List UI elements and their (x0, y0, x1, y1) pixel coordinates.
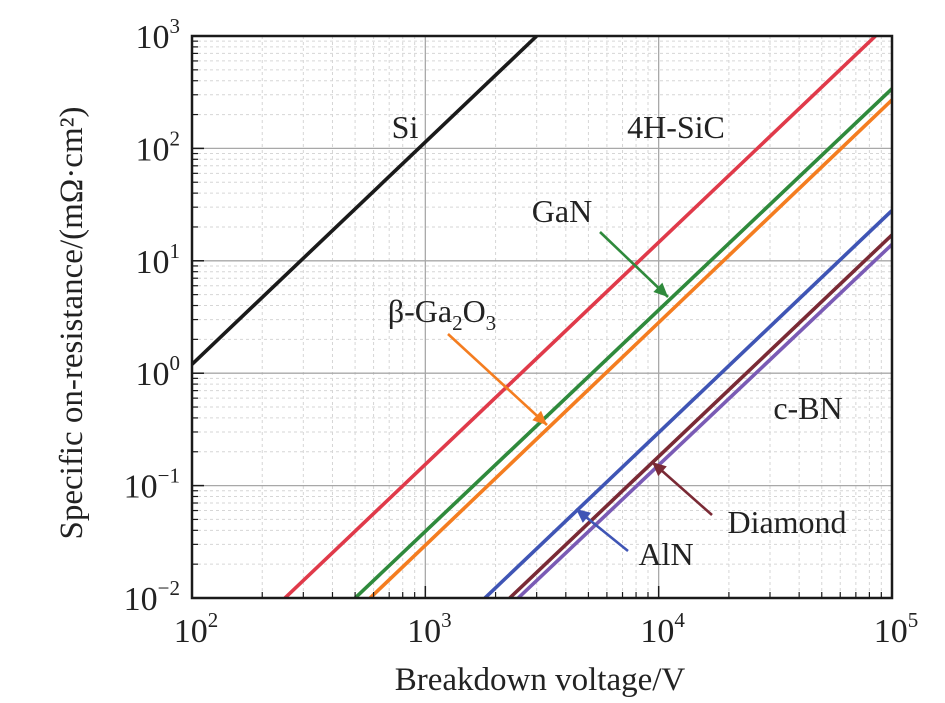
x-tick-label: 103 (407, 608, 452, 650)
y-tick-label: 100 (136, 351, 181, 393)
x-tick-exponent: 3 (441, 608, 452, 632)
y-tick-base: 10 (124, 469, 158, 506)
series-line-diamond (508, 233, 892, 598)
annotation-arrowhead-aln (576, 509, 591, 523)
series-line-c-bn (516, 243, 892, 598)
x-tick-label: 102 (174, 608, 219, 650)
series-label-ga2o3: β-Ga2O3 (388, 293, 496, 335)
series-label-text: Si (392, 109, 419, 145)
series-line-aln (483, 209, 892, 598)
y-tick-base: 10 (124, 581, 158, 618)
x-tick-exponent: 4 (674, 608, 685, 632)
y-tick-base: 10 (136, 244, 170, 281)
y-tick-exponent: −1 (158, 464, 180, 488)
y-tick-exponent: −2 (158, 576, 180, 600)
series-label-text: AlN (638, 536, 693, 572)
y-tick-base: 10 (136, 19, 170, 56)
series-label-text: Diamond (727, 504, 846, 540)
y-tick-label: 102 (136, 126, 181, 168)
x-tick-label: 105 (874, 608, 919, 650)
y-axis-title: Specific on-resistance/(mΩ·cm²) (54, 107, 90, 540)
series-label-text: O (463, 293, 486, 329)
series-label-subscript: 3 (486, 311, 497, 335)
annotation-arrowhead-diamond (652, 462, 667, 477)
series-label-text: β-Ga (388, 293, 452, 329)
x-tick-base: 10 (174, 613, 208, 650)
x-tick-base: 10 (874, 613, 908, 650)
x-tick-base: 10 (407, 613, 441, 650)
x-tick-exponent: 5 (908, 608, 919, 632)
series-label-gan: GaN (532, 193, 592, 229)
y-tick-exponent: 3 (170, 14, 181, 38)
axis-ticks (191, 35, 893, 599)
y-tick-label: 101 (136, 239, 181, 281)
y-tick-exponent: 2 (170, 126, 181, 150)
plot-frame (190, 34, 894, 600)
series-label-text: 4H-SiC (627, 109, 725, 145)
series-label-4h-sic: 4H-SiC (627, 109, 725, 145)
annotation-arrows (447, 231, 713, 553)
series-line-ga2o3 (368, 98, 892, 598)
series-label-subscript: 2 (452, 311, 463, 335)
x-tick-base: 10 (640, 613, 674, 650)
annotation-arrowhead-ga2o3 (532, 410, 547, 425)
y-tick-label: 10−2 (124, 576, 180, 618)
y-tick-label: 10−1 (124, 464, 180, 506)
series-lines (192, 36, 892, 598)
x-tick-labels: 102 103 104 105 (174, 608, 919, 650)
series-label-text: GaN (532, 193, 592, 229)
annotation-arrowhead-gan (653, 282, 668, 297)
series-label-c-bn: c-BN (773, 390, 842, 426)
series-label-aln: AlN (638, 536, 693, 572)
annotation-arrow-gan (599, 231, 669, 298)
y-tick-base: 10 (136, 131, 170, 168)
y-tick-label: 103 (136, 14, 181, 56)
series-label-si: Si (392, 109, 419, 145)
series-label-text: c-BN (773, 390, 842, 426)
x-tick-label: 104 (640, 608, 685, 650)
y-tick-exponent: 1 (170, 239, 181, 263)
series-labels: Si 4H-SiC GaN β-Ga2O3 c-BN Diamond AlN (388, 109, 847, 572)
series-line-si (192, 36, 538, 366)
series-line-4h-sic (283, 36, 877, 598)
x-tick-exponent: 2 (208, 608, 219, 632)
y-tick-base: 10 (136, 356, 170, 393)
x-axis-title: Breakdown voltage/V (395, 662, 686, 698)
annotation-arrow-ga2o3 (447, 333, 548, 426)
minor-grid (192, 36, 892, 598)
y-tick-exponent: 0 (170, 351, 181, 375)
series-label-diamond: Diamond (727, 504, 846, 540)
series-line-gan (353, 87, 892, 598)
